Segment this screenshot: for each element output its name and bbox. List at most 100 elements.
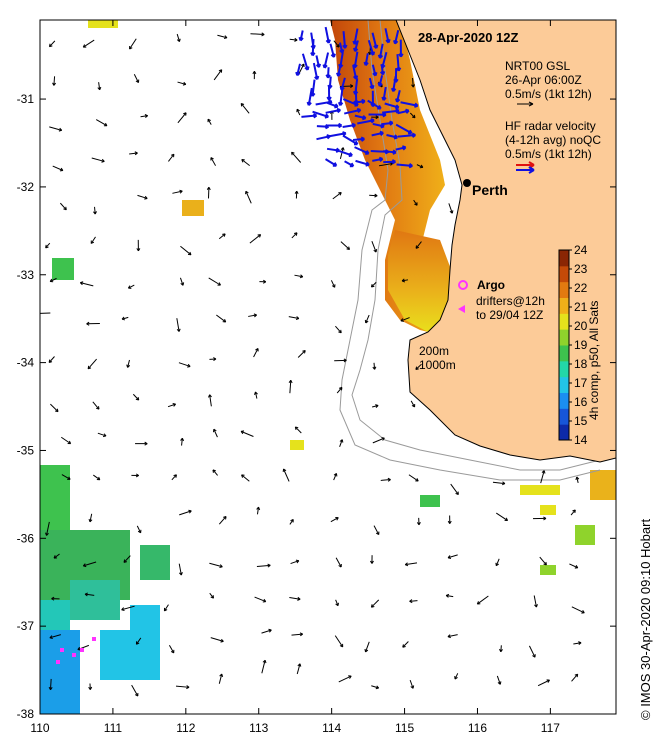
gsl-legend-line2: 26-Apr 06:00Z	[505, 73, 582, 87]
hf-legend-line2: (4-12h avg) noQC	[505, 133, 601, 147]
x-axis: 110 111 112 113 114 115 116 117	[30, 20, 560, 735]
hf-arrow	[393, 30, 400, 45]
gsl-arrow	[370, 281, 377, 288]
hf-arrow	[396, 163, 413, 169]
gsl-arrow	[241, 159, 250, 166]
gsl-arrow	[88, 513, 93, 523]
gsl-arrow	[330, 516, 339, 523]
hf-arrow	[329, 43, 336, 58]
gsl-arrow	[261, 628, 272, 634]
gsl-arrow	[213, 69, 223, 81]
gsl-arrow	[179, 509, 192, 516]
gsl-arrow	[127, 284, 135, 289]
gsl-arrow	[288, 316, 300, 321]
colorbar-segment	[559, 265, 569, 283]
gsl-arrow	[413, 199, 418, 206]
hf-arrow	[354, 114, 367, 121]
map-title: 28-Apr-2020 12Z	[418, 30, 518, 45]
hf-arrow	[295, 63, 301, 77]
gsl-arrow	[334, 635, 344, 648]
gsl-arrow	[178, 563, 183, 576]
drifter-track-points	[56, 637, 96, 664]
gsl-arrow	[241, 474, 250, 482]
hf-arrow	[384, 102, 400, 110]
gsl-arrow	[404, 562, 418, 567]
x-tick-label: 115	[395, 721, 414, 735]
gsl-arrow	[339, 147, 345, 159]
x-tick-label: 113	[249, 721, 268, 735]
gsl-arrow	[409, 112, 416, 119]
colorbar-segment	[559, 360, 569, 378]
gsl-arrow	[218, 233, 226, 240]
hf-arrow	[326, 147, 340, 153]
gsl-arrow	[409, 679, 415, 689]
gsl-arrow	[334, 358, 347, 363]
gsl-arrow	[131, 684, 139, 697]
gsl-arrow	[364, 314, 370, 324]
colorbar-segment	[559, 408, 569, 425]
gsl-arrow	[410, 400, 416, 408]
gsl-arrow	[289, 596, 301, 601]
hf-arrow	[301, 53, 310, 71]
gsl-arrow	[45, 242, 51, 249]
gsl-arrow	[294, 274, 304, 279]
y-tick-label: -31	[17, 92, 35, 106]
hf-arrow	[398, 39, 404, 58]
gsl-arrow	[256, 563, 271, 568]
credit-text: © IMOS 30-Apr-2020 09:10 Hobart	[638, 519, 653, 720]
gsl-arrow	[296, 663, 302, 675]
gsl-arrow	[240, 102, 250, 114]
colorbar-segment	[559, 313, 569, 330]
gsl-arrow	[207, 118, 212, 125]
argo-legend-label: Argo	[477, 278, 505, 292]
hf-arrow	[384, 28, 391, 44]
gsl-arrow	[256, 506, 261, 515]
hf-arrow	[325, 67, 331, 79]
hf-arrow	[324, 26, 331, 44]
gsl-arrow	[216, 314, 227, 323]
gsl-arrow	[48, 40, 56, 48]
gsl-arrow	[136, 239, 141, 252]
gsl-arrow	[40, 312, 51, 314]
gsl-arrow	[61, 436, 72, 445]
gsl-arrow	[415, 241, 422, 249]
gsl-arrow	[171, 474, 177, 481]
gsl-arrow	[49, 277, 57, 283]
hf-arrow	[316, 134, 331, 141]
sst-southern-warm	[388, 230, 455, 333]
hf-arrow	[344, 160, 355, 168]
gsl-arrow	[132, 393, 140, 401]
gsl-arrow	[86, 321, 100, 326]
gsl-arrow	[88, 683, 93, 690]
isobath-label-200: 200m	[419, 344, 449, 358]
gsl-arrow	[335, 325, 342, 334]
gsl-arrow	[126, 359, 131, 368]
gsl-arrow	[540, 470, 546, 484]
gsl-arrow	[248, 313, 257, 318]
gsl-arrow	[50, 403, 59, 413]
gsl-arrow	[372, 437, 385, 444]
gsl-arrow	[335, 557, 342, 568]
hf-arrow	[377, 75, 384, 87]
gsl-arrow	[369, 555, 374, 564]
gsl-arrow	[369, 193, 378, 198]
gsl-arrow	[415, 363, 422, 371]
x-tick-label: 117	[541, 721, 560, 735]
hf-arrow	[367, 39, 376, 56]
colorbar-segment	[559, 392, 569, 409]
gsl-arrow	[495, 558, 500, 567]
gsl-arrow	[499, 645, 503, 653]
hf-radar-arrows	[295, 26, 419, 169]
gsl-arrow	[372, 362, 377, 370]
gsl-arrow	[140, 114, 149, 118]
gsl-arrow	[168, 644, 175, 654]
hf-arrow	[371, 130, 384, 137]
colorbar-segment	[559, 297, 569, 314]
gsl-arrow	[218, 673, 224, 684]
gsl-arrow	[288, 379, 293, 394]
gsl-arrow	[212, 428, 218, 438]
hf-legend-line3: 0.5m/s (1kt 12h)	[505, 147, 592, 161]
gsl-arrow	[333, 40, 340, 48]
gsl-arrow	[168, 153, 175, 162]
gsl-legend-line3: 0.5m/s (1kt 12h)	[505, 87, 592, 101]
